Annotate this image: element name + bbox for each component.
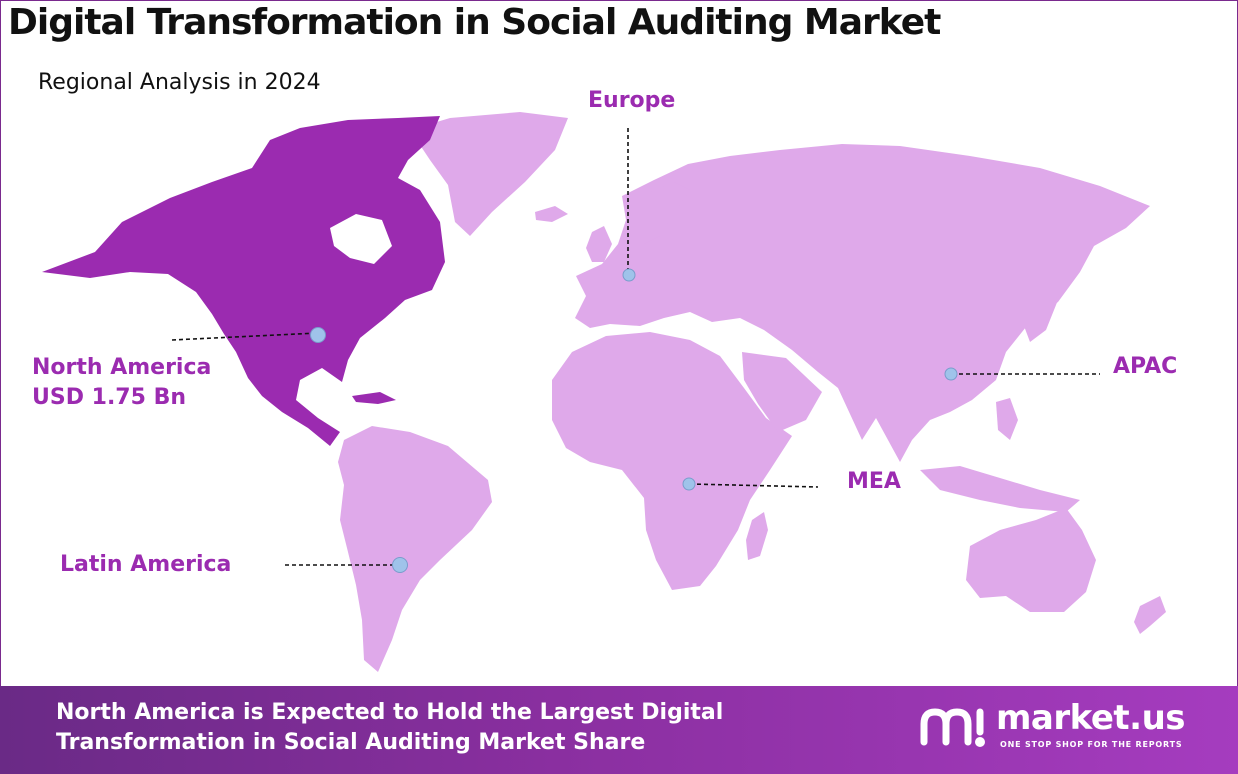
north-america-name: North America — [32, 355, 212, 380]
market-us-logo-icon — [920, 708, 985, 747]
apac-label: APAC — [1113, 354, 1178, 379]
north-america-marker — [310, 327, 326, 343]
region-iceland — [535, 206, 568, 222]
region-north-america — [42, 116, 445, 446]
north-america-leader-line — [171, 332, 319, 341]
north-america-label: North America USD 1.75 Bn — [32, 353, 211, 413]
map-subtitle: Regional Analysis in 2024 — [38, 70, 321, 95]
region-indonesia — [920, 466, 1080, 512]
mea-label: MEA — [847, 469, 901, 494]
europe-marker — [622, 268, 636, 282]
region-new-zealand — [1134, 596, 1166, 634]
mea-leader-line — [689, 483, 819, 488]
europe-label: Europe — [588, 88, 676, 113]
region-australia — [966, 508, 1096, 612]
footer-line-2: Transformation in Social Auditing Market… — [56, 730, 646, 755]
region-south-america — [338, 426, 492, 672]
brand-logo: market.us ONE STOP SHOP FOR THE REPORTS — [918, 698, 1186, 756]
footer-line-1: North America is Expected to Hold the La… — [56, 700, 724, 725]
apac-marker — [944, 367, 958, 381]
region-arabia — [742, 352, 822, 432]
region-greenland — [410, 112, 568, 236]
mea-marker — [682, 477, 696, 491]
world-map — [42, 112, 1166, 672]
latin-america-label: Latin America — [60, 552, 232, 577]
region-philippines — [996, 398, 1018, 440]
latin-america-marker — [392, 557, 408, 573]
region-scandinavia — [632, 182, 690, 244]
footer-banner: North America is Expected to Hold the La… — [0, 686, 1238, 774]
north-america-value: USD 1.75 Bn — [32, 385, 186, 410]
region-british-isles — [586, 226, 612, 262]
region-africa — [552, 332, 792, 590]
brand-name: market.us — [996, 698, 1186, 738]
region-madagascar — [746, 512, 768, 560]
hudson-bay — [330, 214, 392, 264]
region-caribbean — [352, 392, 396, 404]
region-eurasia — [575, 144, 1150, 462]
brand-tagline: ONE STOP SHOP FOR THE REPORTS — [1000, 740, 1183, 749]
footer-statement: North America is Expected to Hold the La… — [56, 698, 723, 758]
region-japan — [1024, 276, 1058, 342]
map-title: Digital Transformation in Social Auditin… — [8, 2, 941, 43]
